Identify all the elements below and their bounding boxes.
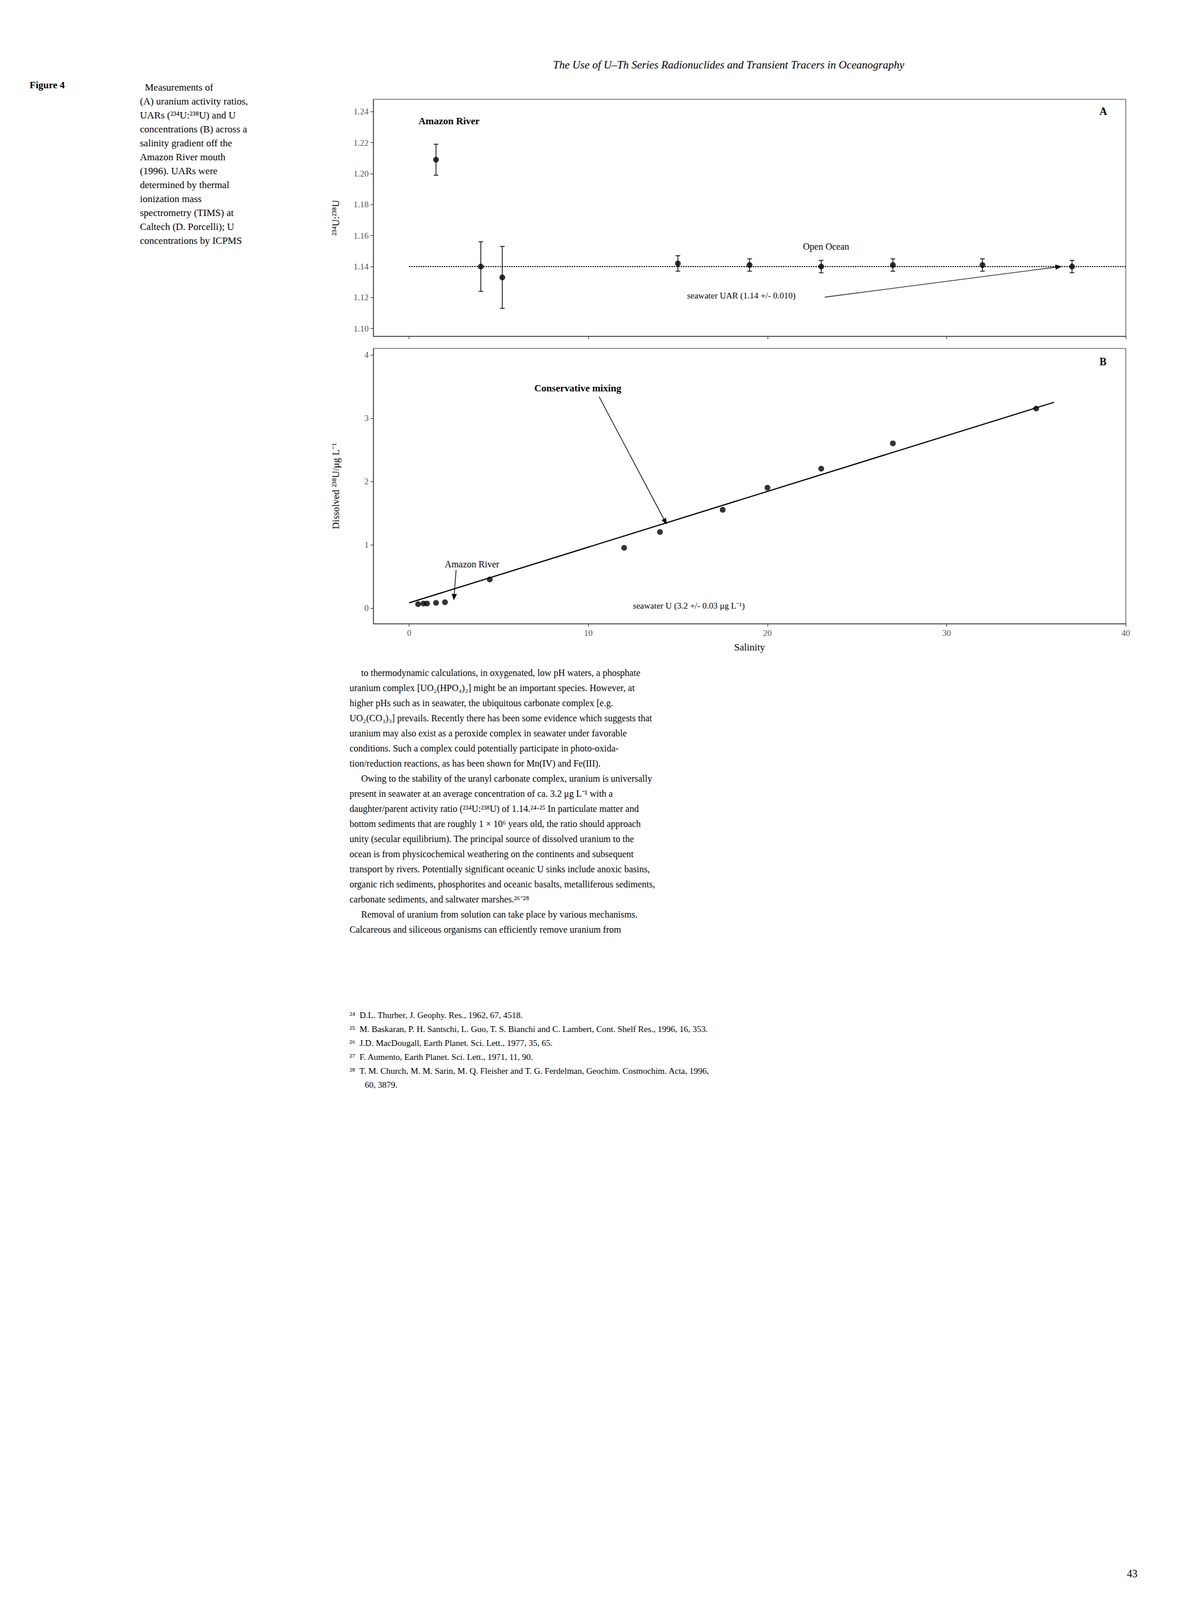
svg-text:bottom sediments that are roug: bottom sediments that are roughly 1 × 10… xyxy=(349,818,641,830)
svg-text:Calcareous and siliceous organ: Calcareous and siliceous organisms can e… xyxy=(349,924,622,935)
svg-text:2: 2 xyxy=(364,476,370,486)
svg-text:Amazon River: Amazon River xyxy=(418,115,481,127)
svg-text:higher pHs such as in seawater: higher pHs such as in seawater, the ubiq… xyxy=(349,697,614,709)
svg-text:Amazon River mouth: Amazon River mouth xyxy=(139,151,226,163)
svg-text:Figure 4: Figure 4 xyxy=(29,79,66,91)
svg-text:UARs (²³⁴U:²³⁸U) and U: UARs (²³⁴U:²³⁸U) and U xyxy=(139,109,236,121)
svg-text:B: B xyxy=(1099,355,1107,368)
svg-text:concentrations by ICPMS: concentrations by ICPMS xyxy=(139,235,243,247)
svg-text:uranium may also exist as a pe: uranium may also exist as a peroxide com… xyxy=(349,728,628,739)
svg-text:Amazon River: Amazon River xyxy=(444,559,500,569)
svg-text:60, 3879.: 60, 3879. xyxy=(349,1079,398,1090)
svg-text:Caltech (D. Porcelli); U: Caltech (D. Porcelli); U xyxy=(139,221,234,233)
svg-text:²⁸ T. M. Church, M. M. Sarin,: ²⁸ T. M. Church, M. M. Sarin, M. Q. Flei… xyxy=(349,1065,709,1076)
svg-text:Measurements of: Measurements of xyxy=(139,81,214,93)
svg-text:transport by rivers. Potential: transport by rivers. Potentially signifi… xyxy=(349,863,650,875)
svg-text:4: 4 xyxy=(364,350,370,360)
svg-text:²⁵ M. Baskaran, P. H. Santsch: ²⁵ M. Baskaran, P. H. Santschi, L. Guo, … xyxy=(349,1024,708,1034)
svg-text:Open Ocean: Open Ocean xyxy=(802,241,850,252)
svg-text:A: A xyxy=(1099,105,1108,118)
svg-text:Conservative mixing: Conservative mixing xyxy=(534,382,622,394)
svg-text:UO₂(CO₃)₃] prevails. Recently: UO₂(CO₃)₃] prevails. Recently there has … xyxy=(349,712,653,724)
svg-text:ocean is from physicochemical: ocean is from physicochemical weathering… xyxy=(349,848,635,860)
svg-text:uranium complex [UO₂(HPO₄)₂] m: uranium complex [UO₂(HPO₄)₂] might be an… xyxy=(349,682,636,694)
svg-text:seawater UAR (1.14 +/- 0.010): seawater UAR (1.14 +/- 0.010) xyxy=(686,290,796,301)
svg-text:²³⁴U:²³⁸U: ²³⁴U:²³⁸U xyxy=(330,199,342,236)
svg-text:(1996). UARs were: (1996). UARs were xyxy=(139,165,218,177)
svg-text:10: 10 xyxy=(584,628,593,638)
svg-text:seawater U (3.2 +/- 0.03 μg L⁻: seawater U (3.2 +/- 0.03 μg L⁻¹) xyxy=(632,600,745,611)
svg-text:30: 30 xyxy=(942,628,952,638)
svg-text:organic rich sediments, phosph: organic rich sediments, phosphorites and… xyxy=(349,879,655,890)
svg-text:conditions. Such a complex cou: conditions. Such a complex could potenti… xyxy=(349,743,619,754)
svg-text:present in seawater at an aver: present in seawater at an average concen… xyxy=(349,788,613,799)
svg-text:(A) uranium activity ratios,: (A) uranium activity ratios, xyxy=(139,95,248,107)
svg-text:1.12: 1.12 xyxy=(353,292,369,302)
svg-text:tion/reduction reactions, as h: tion/reduction reactions, as has been sh… xyxy=(349,758,601,769)
svg-text:43: 43 xyxy=(1126,1567,1138,1580)
svg-text:1.24: 1.24 xyxy=(353,106,370,117)
svg-text:spectrometry (TIMS) at: spectrometry (TIMS) at xyxy=(139,207,234,219)
svg-text:ionization mass: ionization mass xyxy=(139,193,202,205)
svg-text:20: 20 xyxy=(762,628,772,638)
svg-text:Removal of uranium from soluti: Removal of uranium from solution can tak… xyxy=(349,909,638,920)
svg-text:0: 0 xyxy=(406,628,412,638)
svg-text:3: 3 xyxy=(364,413,370,423)
svg-text:carbonate sediments, and saltw: carbonate sediments, and saltwater marsh… xyxy=(349,894,529,904)
svg-text:1.18: 1.18 xyxy=(353,199,369,210)
svg-text:concentrations (B) across a: concentrations (B) across a xyxy=(139,123,248,135)
svg-text:1: 1 xyxy=(364,539,370,550)
svg-text:40: 40 xyxy=(1121,628,1131,638)
svg-text:1.22: 1.22 xyxy=(353,138,369,148)
svg-text:²⁶ J.D. MacDougall, Earth Pla: ²⁶ J.D. MacDougall, Earth Planet. Sci. L… xyxy=(349,1038,553,1048)
svg-text:1.10: 1.10 xyxy=(353,323,369,334)
svg-text:Owing to the stability of the: Owing to the stability of the uranyl car… xyxy=(349,773,653,784)
svg-text:unity (secular equilibrium). T: unity (secular equilibrium). The princip… xyxy=(349,833,635,845)
svg-text:determined by thermal: determined by thermal xyxy=(139,179,230,191)
svg-text:²⁷ F. Aumento, Earth Planet.: ²⁷ F. Aumento, Earth Planet. Sci. Lett.,… xyxy=(349,1052,533,1062)
svg-text:Salinity: Salinity xyxy=(734,641,766,653)
svg-text:1.20: 1.20 xyxy=(353,168,369,179)
svg-text:The Use of U–Th Series Radionu: The Use of U–Th Series Radionuclides and… xyxy=(553,58,905,71)
svg-text:0: 0 xyxy=(364,603,370,613)
svg-text:to thermodynamic calculations,: to thermodynamic calculations, in oxygen… xyxy=(349,667,641,679)
svg-text:salinity gradient off the: salinity gradient off the xyxy=(139,137,233,149)
svg-text:1.16: 1.16 xyxy=(353,231,370,241)
svg-text:1.14: 1.14 xyxy=(353,261,370,272)
svg-text:daughter/parent activity ratio: daughter/parent activity ratio (²³⁴U:²³⁸… xyxy=(349,803,639,814)
svg-text:Dissolved ²³⁸U/μg L⁻¹: Dissolved ²³⁸U/μg L⁻¹ xyxy=(330,442,342,530)
svg-text:²⁴ D.L. Thurber, J. Geophy. R: ²⁴ D.L. Thurber, J. Geophy. Res., 1962, … xyxy=(349,1010,523,1020)
